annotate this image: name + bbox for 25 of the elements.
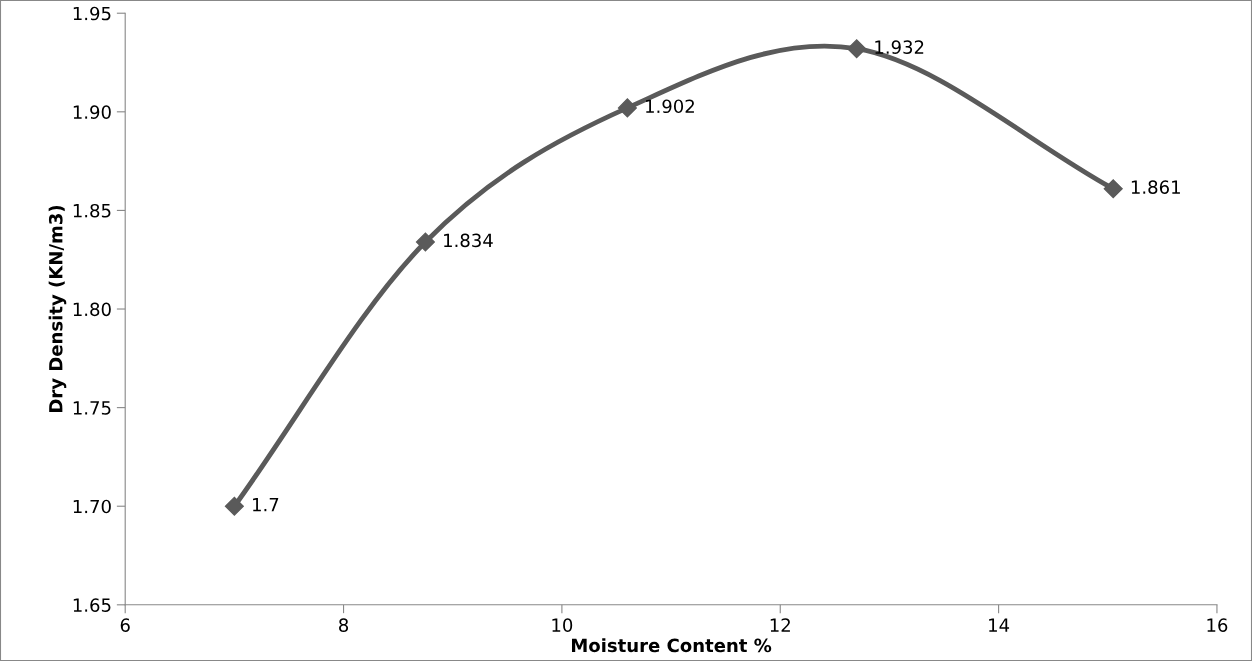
data-label: 1.7 [253,498,279,512]
y-axis-title: Dry Density (KN/m3) [48,205,67,412]
y-tick-label: 1.95 [73,6,111,21]
x-tick-label: 6 [120,618,130,632]
point [617,98,637,118]
x-axis-title: Moisture Content % [571,638,772,653]
y-tick-label: 1.65 [73,598,111,612]
y-tick-label: 1.75 [73,401,111,415]
point [847,39,867,59]
x-tick-label: 10 [552,618,573,632]
x-tick-label: 16 [1207,618,1228,632]
x-tick-label: 12 [770,618,790,632]
data-label: 1.834 [444,233,493,248]
y-tick-label: 1.70 [73,499,111,514]
x-tick-label: 14 [989,618,1010,632]
y-tick-label: 1.90 [73,105,111,119]
y-tick-label: 1.85 [73,203,111,218]
data-label: 1.861 [1131,180,1180,194]
x-tick-label: 8 [339,618,349,632]
point [224,496,244,516]
data-label: 1.902 [646,99,694,114]
point [1103,179,1123,199]
y-tick-label: 1.80 [73,302,111,317]
data-label: 1.932 [875,40,924,54]
point [415,232,435,252]
